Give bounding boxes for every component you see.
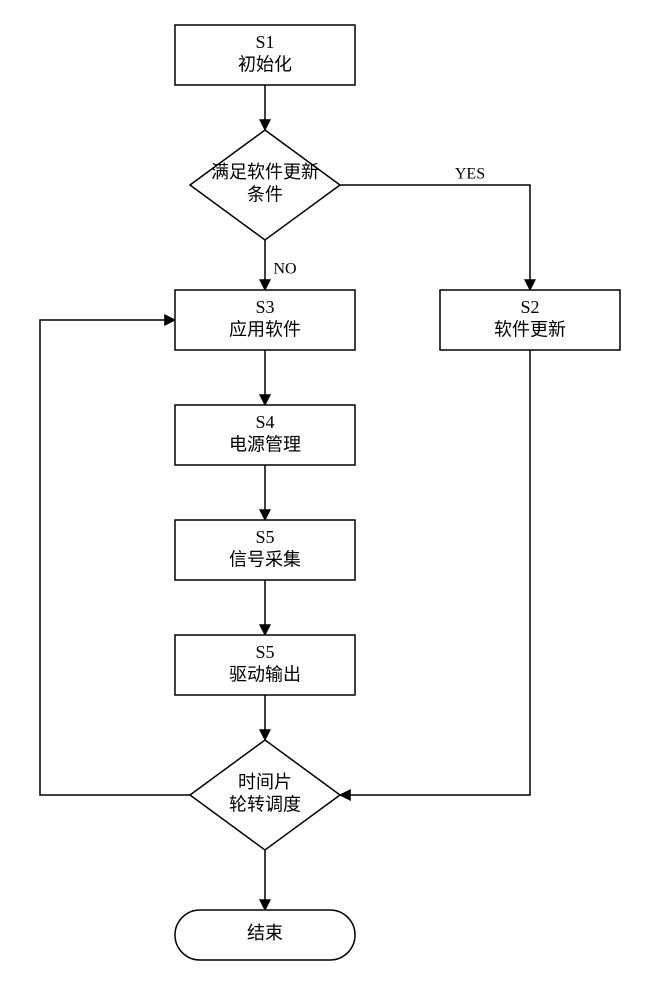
- svg-text:条件: 条件: [247, 184, 283, 204]
- svg-text:软件更新: 软件更新: [494, 319, 566, 339]
- svg-text:S5: S5: [255, 642, 274, 662]
- svg-text:信号采集: 信号采集: [229, 549, 301, 569]
- flow-edge-loop: [40, 320, 190, 795]
- flow-edge-e3: [340, 185, 530, 290]
- flow-edge-label-e3: YES: [455, 166, 485, 183]
- svg-text:初始化: 初始化: [238, 54, 292, 74]
- svg-text:驱动输出: 驱动输出: [229, 664, 301, 684]
- svg-text:S3: S3: [255, 297, 274, 317]
- svg-text:轮转调度: 轮转调度: [229, 794, 301, 814]
- flow-edge-s2down: [340, 350, 530, 795]
- svg-text:应用软件: 应用软件: [229, 319, 301, 339]
- svg-text:S4: S4: [255, 412, 274, 432]
- svg-text:S2: S2: [520, 297, 539, 317]
- svg-text:时间片: 时间片: [238, 772, 292, 792]
- svg-text:S5: S5: [255, 527, 274, 547]
- svg-text:电源管理: 电源管理: [229, 434, 301, 454]
- svg-text:结束: 结束: [247, 923, 283, 943]
- svg-text:S1: S1: [255, 32, 274, 52]
- flow-edge-label-e2: NO: [273, 261, 296, 278]
- svg-text:满足软件更新: 满足软件更新: [211, 162, 319, 182]
- flowchart: S1初始化满足软件更新条件S3应用软件S2软件更新S4电源管理S5信号采集S5驱…: [0, 0, 657, 1000]
